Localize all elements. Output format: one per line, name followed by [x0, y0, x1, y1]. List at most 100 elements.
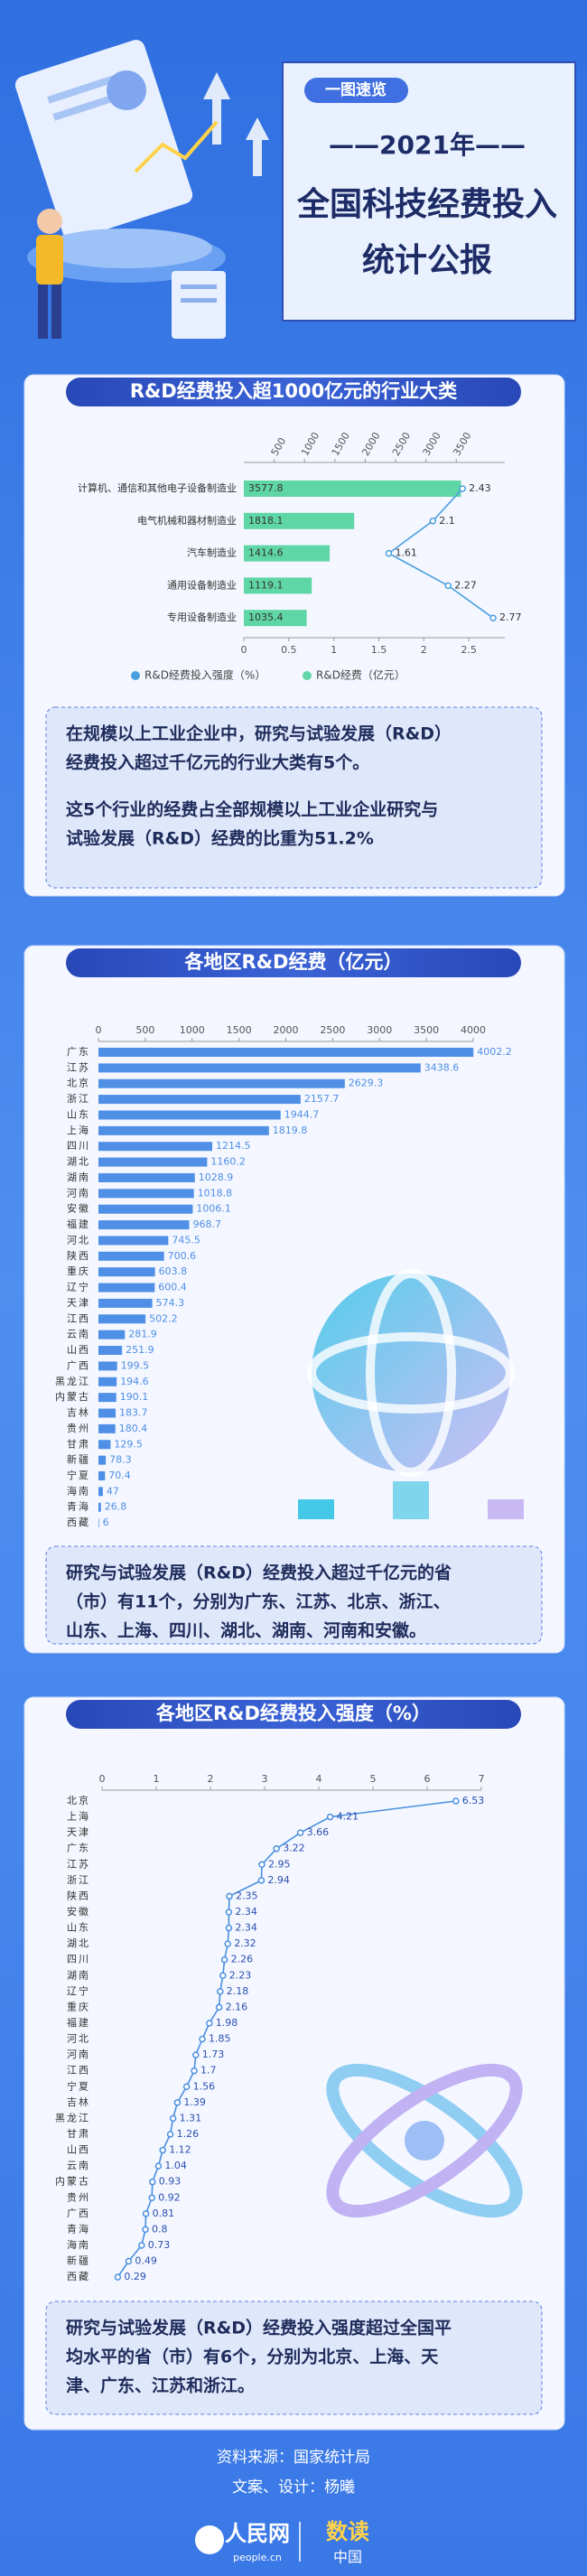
footer-credits: 文案、设计：杨曦: [232, 2478, 355, 2497]
x-tick-label: 4000: [461, 1024, 486, 1036]
bar-value-label: 3577.8: [248, 482, 284, 494]
point-value-label: 1.04: [164, 2160, 187, 2171]
line-point: [258, 1861, 266, 1869]
bar: [244, 545, 331, 562]
category-label: 山西: [67, 2144, 90, 2156]
x-tick-label: 0.5: [281, 644, 297, 656]
point-value-label: 2.26: [231, 1954, 254, 1965]
bar-value-label: 574.3: [156, 1297, 185, 1309]
bar: [244, 610, 307, 627]
line-point: [217, 1988, 224, 1995]
bar: [98, 1095, 301, 1105]
category-label: 贵州: [67, 1423, 90, 1434]
bar-value-label: 502.2: [149, 1312, 178, 1324]
bar-value-label: 745.5: [172, 1234, 200, 1246]
point-value-label: 0.8: [152, 2223, 168, 2235]
line-point: [166, 2131, 174, 2138]
bar-value-label: 183.7: [119, 1407, 148, 1419]
category-label: 云南: [67, 2160, 90, 2171]
line-point: [220, 1955, 228, 1964]
category-label: 广西: [67, 1359, 90, 1371]
category-label: 湖北: [67, 1937, 90, 1949]
bar: [98, 1377, 117, 1386]
line-point: [489, 614, 497, 621]
point-value-label: 2.27: [454, 579, 477, 591]
bar: [98, 1236, 169, 1246]
bar: [98, 1172, 195, 1182]
line-point: [273, 1844, 280, 1853]
category-label: 青海: [67, 1500, 90, 1513]
note-box: [45, 2301, 543, 2415]
category-label: 云南: [67, 1329, 90, 1340]
point-value-label: 0.49: [135, 2255, 157, 2267]
category-label: 四川: [67, 1140, 90, 1152]
point-value-label: 2.32: [234, 1937, 256, 1949]
atom-illustration: [326, 2063, 523, 2218]
category-label: 宁夏: [67, 1469, 90, 1481]
point-value-label: 1.73: [202, 2049, 225, 2060]
bar-value-label: 1028.9: [199, 1171, 234, 1183]
category-label: 电气机械和器材制造业: [137, 514, 237, 527]
point-value-label: 1.98: [216, 2017, 238, 2029]
line-point: [148, 2194, 155, 2201]
bar: [98, 1440, 111, 1450]
category-label: 广东: [67, 1046, 90, 1058]
bar-value-label: 1944.7: [284, 1108, 320, 1120]
point-value-label: 0.93: [159, 2176, 182, 2188]
line-point: [154, 2162, 163, 2170]
category-label: 河南: [67, 2049, 90, 2060]
x-tick-label: 4: [316, 1773, 322, 1785]
note-text: 在规模以上工业企业中，研究与试验发展（R&D）: [66, 723, 452, 744]
category-label: 四川: [67, 1954, 90, 1965]
bar-value-label: 700.6: [168, 1250, 197, 1262]
category-label: 河北: [67, 1234, 90, 1246]
bar: [98, 1063, 421, 1073]
category-label: 河北: [67, 2033, 90, 2045]
line-point: [326, 1813, 334, 1821]
header-title: 全国科技经费投入: [296, 185, 557, 223]
point-value-label: 0.29: [124, 2271, 146, 2282]
bar: [98, 1283, 155, 1293]
line-point: [192, 2051, 200, 2058]
note-text: 研究与试验发展（R&D）经费投入强度超过全国平: [66, 2318, 452, 2338]
line-point: [257, 1877, 266, 1884]
line-point: [429, 518, 437, 525]
line-point: [226, 1892, 233, 1900]
line-point: [199, 2035, 206, 2043]
bar: [244, 577, 312, 594]
bar-value-label: 190.1: [120, 1391, 149, 1403]
category-label: 重庆: [67, 1265, 90, 1277]
bar: [98, 1423, 116, 1433]
category-label: 江苏: [67, 1858, 90, 1870]
bar: [98, 1518, 99, 1528]
category-label: 贵州: [67, 2191, 90, 2203]
card: [23, 1696, 565, 2431]
line-point: [219, 1972, 227, 1980]
header-illustration: [14, 40, 269, 339]
category-label: 新疆: [67, 2254, 90, 2267]
point-value-label: 2.35: [236, 1890, 258, 1901]
bar: [98, 1078, 345, 1088]
x-tick-label: 1: [154, 1773, 160, 1785]
note-text: （市）有11个，分别为广东、江苏、北京、浙江、: [66, 1591, 450, 1612]
bar: [98, 1487, 103, 1497]
logo-people-url: people.cn: [233, 2552, 282, 2563]
chart-title: R&D经费投入超1000亿元的行业大类: [130, 380, 458, 402]
line-point: [191, 2067, 198, 2075]
bar-value-label: 603.8: [159, 1265, 188, 1277]
x-tick-label: 2000: [274, 1024, 299, 1036]
note-text: 山东、上海、四川、湖北、湖南、河南和安徽。: [66, 1620, 426, 1641]
point-value-label: 1.7: [200, 2065, 217, 2077]
category-label: 天津: [67, 1297, 90, 1309]
bar: [98, 1125, 269, 1135]
line-point: [385, 549, 393, 557]
line-point: [225, 1909, 233, 1916]
x-tick-label: 500: [135, 1024, 154, 1036]
category-label: 计算机、通信和其他电子设备制造业: [78, 481, 237, 494]
bar: [98, 1048, 474, 1057]
logo-shudu: 数读: [326, 2519, 369, 2544]
bar-value-label: 47: [107, 1485, 119, 1497]
bar-value-label: 180.4: [119, 1423, 148, 1434]
bar: [98, 1204, 193, 1214]
x-tick-label: 3000: [367, 1024, 392, 1036]
